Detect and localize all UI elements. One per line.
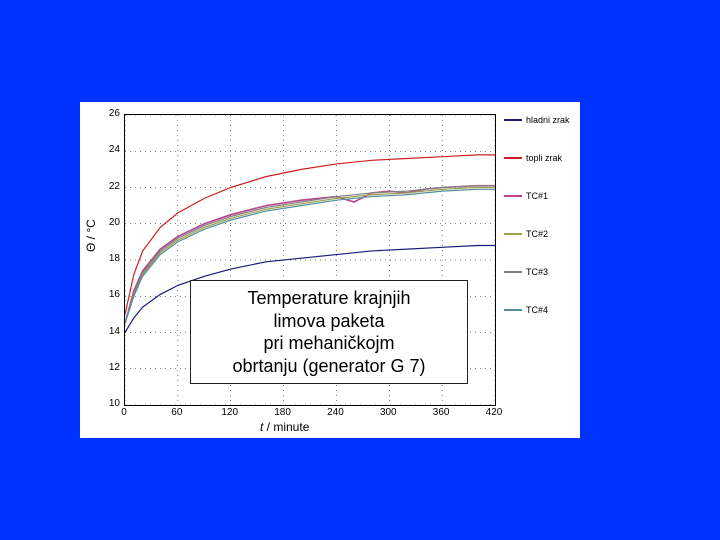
legend-swatch	[504, 119, 522, 121]
caption-line: Temperature krajnjih	[199, 287, 459, 310]
legend-label: TC#1	[526, 191, 548, 201]
x-tick-label: 120	[221, 407, 238, 418]
y-tick-label: 10	[102, 398, 120, 409]
slide: a Θ / °C t / minute hladni zraktopli zra…	[0, 0, 720, 540]
chart-panel: Θ / °C t / minute hladni zrak topli zrak T…	[80, 102, 580, 438]
legend-item: TC#3	[504, 266, 574, 278]
y-tick-label: 16	[102, 289, 120, 300]
y-tick-label: 14	[102, 326, 120, 337]
x-tick-label: 0	[121, 407, 127, 418]
x-tick-label: 360	[433, 407, 450, 418]
x-axis-unit: / minute	[263, 420, 309, 434]
caption-box: Temperature krajnjih limova paketa pri m…	[190, 280, 468, 384]
legend-label: TC#2	[526, 229, 548, 239]
y-tick-label: 18	[102, 253, 120, 264]
caption-line: obrtanju (generator G 7)	[199, 355, 459, 378]
y-tick-label: 22	[102, 181, 120, 192]
legend-swatch	[504, 195, 522, 197]
y-tick-label: 26	[102, 108, 120, 119]
x-tick-label: 300	[380, 407, 397, 418]
legend-label: TC#3	[526, 267, 548, 277]
legend-swatch	[504, 309, 522, 311]
legend-swatch	[504, 233, 522, 235]
legend-label: TC#4	[526, 305, 548, 315]
x-tick-label: 420	[486, 407, 503, 418]
legend: hladni zrak topli zrak TC#1 TC#2 TC#3 TC#4	[504, 114, 574, 342]
caption-line: pri mehaničkojm	[199, 332, 459, 355]
x-tick-label: 60	[171, 407, 182, 418]
legend-item: TC#2	[504, 228, 574, 240]
legend-item: hladni zrak	[504, 114, 574, 126]
x-axis-label: t / minute	[260, 420, 309, 434]
x-tick-label: 240	[327, 407, 344, 418]
caption-line: limova paketa	[199, 310, 459, 333]
y-tick-label: 12	[102, 362, 120, 373]
legend-item: TC#4	[504, 304, 574, 316]
legend-item: TC#1	[504, 190, 574, 202]
legend-swatch	[504, 157, 522, 159]
legend-label: topli zrak	[526, 153, 562, 163]
x-tick-label: 180	[274, 407, 291, 418]
legend-item: topli zrak	[504, 152, 574, 164]
y-tick-label: 20	[102, 217, 120, 228]
legend-label: hladni zrak	[526, 115, 570, 125]
legend-swatch	[504, 271, 522, 273]
y-tick-label: 24	[102, 144, 120, 155]
y-axis-label: Θ / °C	[84, 219, 98, 252]
